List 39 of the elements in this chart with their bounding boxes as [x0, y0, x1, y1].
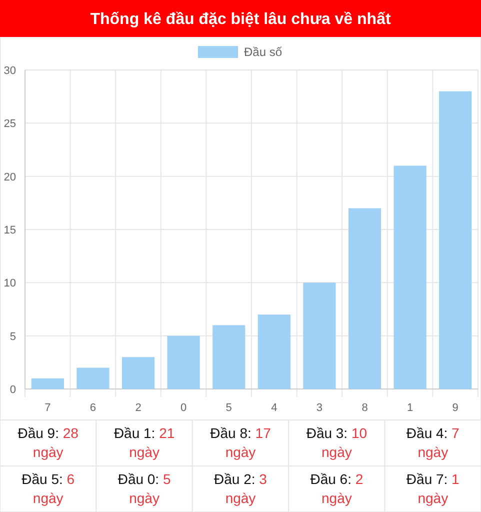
x-tick-label: 3 [316, 402, 323, 414]
y-tick-label: 25 [4, 118, 16, 130]
bar [167, 336, 200, 389]
x-tick-label: 4 [271, 402, 278, 414]
y-tick-label: 10 [4, 278, 16, 290]
x-tick-label: 1 [406, 402, 414, 414]
y-tick-label: 5 [10, 330, 16, 343]
bar [348, 208, 382, 389]
y-tick-label: 15 [4, 224, 16, 236]
bar [76, 368, 110, 389]
text: Đầu 0: 5 ngày [118, 471, 171, 506]
chart-title: Thống kê đầu đặc biệt lâu chưa về nhất [90, 11, 392, 28]
x-tick-label: 2 [135, 402, 142, 414]
legend-label: Đầu số [244, 45, 282, 59]
text: Đầu 6: 2 ngày [310, 471, 364, 506]
text: Đầu 9: 28 ngày [18, 425, 79, 460]
x-tick-label: 9 [452, 402, 458, 414]
x-tick-label: 5 [226, 402, 232, 414]
x-tick-label: 6 [90, 402, 96, 414]
bar [212, 325, 246, 389]
text: Đầu 1: 21 ngày [114, 425, 175, 460]
y-tick-label: 0 [10, 384, 16, 396]
text: Đầu 4: 7 ngày [406, 425, 460, 460]
bar [394, 166, 426, 389]
y-tick-label: 20 [4, 171, 16, 184]
bar [303, 282, 336, 389]
x-tick-label: 0 [180, 402, 187, 414]
bar [31, 378, 64, 389]
x-tick-label: 8 [362, 402, 368, 414]
x-tick-label: 7 [44, 402, 51, 414]
text: Đầu 3: 10 ngày [306, 425, 368, 460]
bar [122, 357, 155, 389]
text: Đầu 2: 3 ngày [214, 471, 268, 506]
text: Đầu 8: 17 ngày [210, 425, 272, 460]
bar [258, 314, 290, 389]
text: Đầu 5: 6 ngày [22, 471, 75, 506]
text: Đầu 7: 1 ngày [406, 471, 460, 506]
y-tick-label: 30 [4, 65, 16, 77]
bar [439, 91, 472, 389]
